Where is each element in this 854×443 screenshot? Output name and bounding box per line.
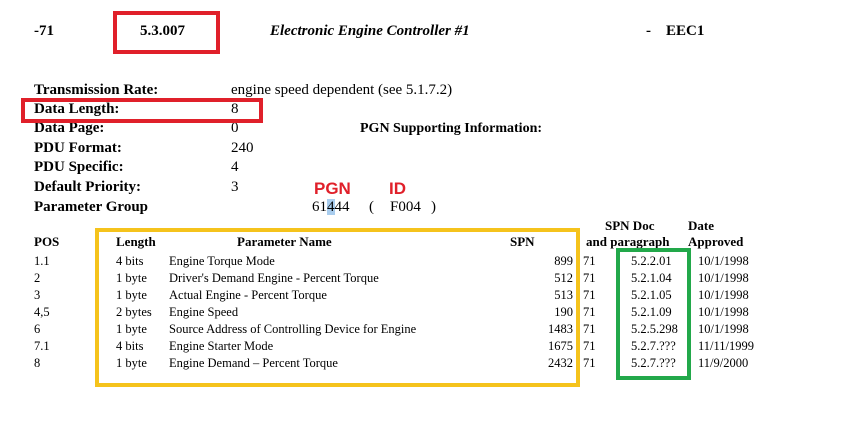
page-title: Electronic Engine Controller #1 [270,23,470,39]
cell-doc: 5.2.7.??? [631,356,676,370]
cell-name: Driver's Demand Engine - Percent Torque [169,271,379,285]
param-label: Parameter Group [34,199,149,215]
param-label: PDU Format: [34,140,122,156]
cell-doc: 5.2.7.??? [631,339,676,353]
cell-length: 4 bits [116,254,144,268]
cell-pos: 4,5 [34,305,50,319]
cell-date: 10/1/1998 [698,322,749,336]
param-value: engine speed dependent (see 5.1.7.2) [231,82,453,98]
cell-pos: 2 [34,271,41,285]
cell-ref: 71 [583,254,596,268]
pgn-value-highlight: 4 [327,199,335,215]
cell-length: 2 bytes [116,305,152,319]
cell-spn: 899 [554,254,573,268]
cell-name: Actual Engine - Percent Torque [169,288,327,302]
section-id-highlight-box [113,11,220,54]
cell-name: Engine Starter Mode [169,339,274,353]
data-length-highlight-box [21,98,263,123]
id-annotation: ID [389,179,406,198]
cell-name: Engine Demand – Percent Torque [169,356,338,370]
col-header-length: Length [116,234,156,249]
param-value: 240 [231,140,254,156]
cell-spn: 512 [554,271,573,285]
section-id: 5.3.007 [140,23,185,39]
cell-pos: 1.1 [34,254,50,268]
cell-spn: 190 [554,305,573,319]
cell-spn: 1483 [548,322,573,336]
param-label: Data Page: [34,120,105,136]
cell-spn: 513 [554,288,573,302]
cell-doc: 5.2.1.04 [631,271,672,285]
cell-date: 10/1/1998 [698,305,749,319]
pgn-hex-open: ( [369,199,374,215]
col-header-doc-line2: and paragraph [586,234,670,249]
cell-spn: 1675 [548,339,573,353]
col-header-date-line1: Date [688,218,714,233]
acronym: EEC1 [666,23,705,39]
cell-name: Engine Speed [169,305,239,319]
param-label: Data Length: [34,101,120,117]
cell-length: 1 byte [116,356,147,370]
cell-pos: 6 [34,322,41,336]
cell-doc: 5.2.1.05 [631,288,672,302]
param-label: Transmission Rate: [34,82,159,98]
support-title: PGN Supporting Information: [360,121,543,136]
cell-ref: 71 [583,322,596,336]
cell-date: 11/11/1999 [698,339,755,353]
param-label: PDU Specific: [34,159,124,175]
cell-pos: 8 [34,356,41,370]
cell-ref: 71 [583,339,596,353]
cell-length: 1 byte [116,271,147,285]
cell-length: 1 byte [116,322,147,336]
col-header-doc-line1: SPN Doc [605,218,655,233]
cell-date: 11/9/2000 [698,356,749,370]
cell-ref: 71 [583,288,596,302]
cell-length: 1 byte [116,288,147,302]
param-label: Default Priority: [34,179,142,195]
cell-ref: 71 [583,305,596,319]
param-value: 0 [231,120,239,136]
spn-doc-highlight-box [616,248,691,380]
cell-name: Source Address of Controlling Device for… [169,322,417,336]
col-header-date-line2: Approved [688,234,744,249]
cell-ref: 71 [583,356,596,370]
parameter-table-highlight-box [95,228,580,387]
cell-ref: 71 [583,271,596,285]
cell-date: 10/1/1998 [698,271,749,285]
section-number: -71 [34,23,54,39]
param-value: 4 [231,159,239,175]
pgn-annotation: PGN [314,179,351,198]
cell-date: 10/1/1998 [698,254,749,268]
cell-name: Engine Torque Mode [169,254,275,268]
pgn-value-part: 61 [312,199,327,215]
col-header-name: Parameter Name [237,234,332,249]
pgn-value-part: 44 [334,199,350,215]
cell-doc: 5.2.2.01 [631,254,672,268]
title-dash: - [646,23,651,39]
col-header-spn: SPN [510,234,535,249]
pgn-hex-close: ) [431,199,436,215]
cell-doc: 5.2.1.09 [631,305,672,319]
pgn-hex: F004 [390,199,421,215]
cell-pos: 7.1 [34,339,50,353]
col-header-pos: POS [34,234,60,249]
cell-date: 10/1/1998 [698,288,749,302]
param-value: 3 [231,179,239,195]
cell-spn: 2432 [548,356,573,370]
cell-length: 4 bits [116,339,144,353]
cell-pos: 3 [34,288,41,302]
cell-doc: 5.2.5.298 [631,322,678,336]
pgn-value: 61444 [312,199,350,216]
param-value: 8 [231,101,239,117]
